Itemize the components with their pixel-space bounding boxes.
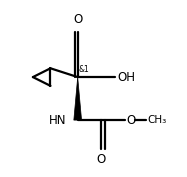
Text: O: O: [73, 13, 82, 26]
Polygon shape: [74, 77, 82, 120]
Text: CH₃: CH₃: [147, 115, 166, 125]
Text: O: O: [126, 114, 135, 127]
Text: HN: HN: [49, 114, 66, 127]
Text: &1: &1: [79, 65, 89, 74]
Text: O: O: [97, 153, 106, 167]
Text: OH: OH: [117, 71, 135, 84]
